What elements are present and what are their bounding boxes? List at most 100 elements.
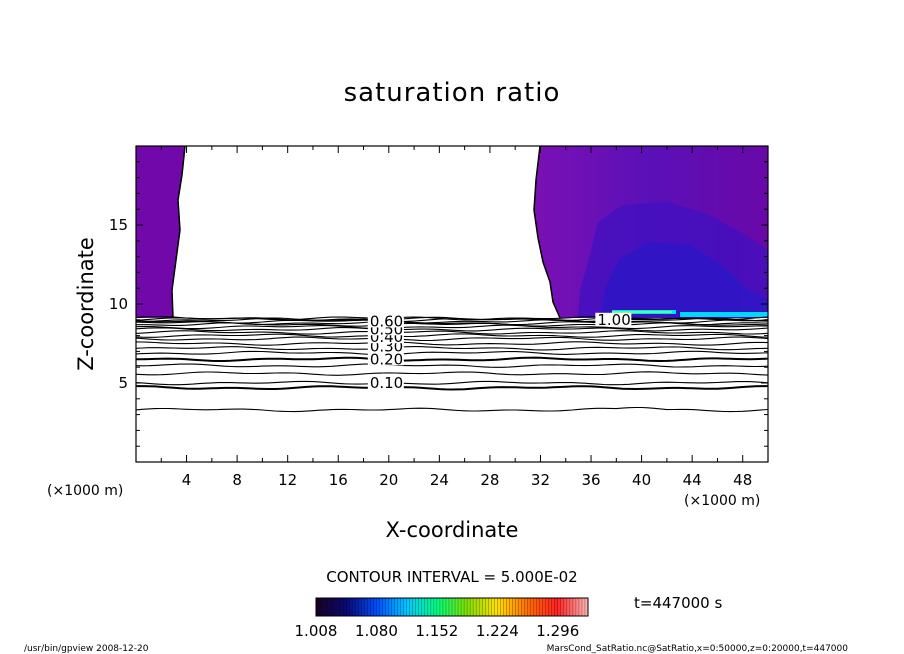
colorbar-cell — [515, 598, 519, 616]
colorbar-tick-label: 1.152 — [415, 622, 458, 640]
contour-label-bg — [595, 312, 632, 326]
colorbar-cell — [503, 598, 507, 616]
contour-line — [136, 346, 768, 351]
colorbar-cell — [424, 598, 429, 616]
colorbar-cell — [548, 598, 553, 616]
contour-label: 0.20 — [370, 350, 403, 368]
y-tick-label: 10 — [109, 295, 128, 313]
colorbar-cell — [352, 598, 356, 616]
colorbar-cell — [458, 598, 462, 616]
colorbar-cell — [349, 598, 353, 616]
footer-right: MarsCond_SatRatio.nc@SatRatio,x=0:50000,… — [547, 644, 849, 654]
colorbar-cell — [346, 598, 350, 616]
contour-line — [136, 350, 768, 356]
colorbar-cell — [358, 598, 362, 616]
y-tick-label: 5 — [118, 374, 128, 392]
colorbar-cell — [527, 598, 531, 616]
y-axis: 5 10 15 — [109, 161, 768, 447]
x-tick-label: 28 — [480, 471, 499, 489]
colorbar-cell — [382, 598, 386, 616]
colorbar-cell — [485, 598, 489, 616]
contour-label: 0.10 — [370, 374, 403, 392]
x-tick-label: 48 — [733, 471, 752, 489]
colorbar-cell — [322, 598, 326, 616]
colorbar-cell — [409, 598, 414, 616]
colorbar-cell — [572, 598, 577, 616]
colorbar-cell — [521, 598, 525, 616]
colorbar-tick-label: 1.008 — [295, 622, 338, 640]
contour-line — [136, 324, 768, 330]
contour-line — [136, 363, 768, 368]
colorbar-cell — [491, 598, 495, 616]
colorbar-cell — [394, 598, 398, 616]
colorbar-cell — [581, 598, 586, 616]
contour-line — [136, 356, 768, 363]
colorbar-cell — [388, 598, 392, 616]
chart-title: saturation ratio — [344, 78, 561, 108]
colorbar-cell — [370, 598, 374, 616]
colorbar-cell — [421, 598, 426, 616]
colorbar-cell — [418, 598, 423, 616]
colorbar-cell — [569, 598, 574, 616]
contour-labels: 0.100.200.300.400.500.60 1.00 — [367, 311, 632, 392]
contour-label: 0.60 — [370, 312, 403, 330]
colorbar-cell — [355, 598, 359, 616]
colorbar-cell — [328, 598, 332, 616]
contour-line — [136, 385, 768, 391]
colorbar-cell — [415, 598, 420, 616]
colorbar-cell — [433, 598, 438, 616]
colorbar-cell — [467, 598, 471, 616]
colorbar-cell — [379, 598, 383, 616]
colorbar-cell — [331, 598, 335, 616]
contour-label-bg — [367, 352, 404, 366]
colorbar-cell — [367, 598, 371, 616]
colorbar-cell — [376, 598, 380, 616]
colorbar-cell — [436, 598, 441, 616]
colorbar-cell — [397, 598, 401, 616]
colorbar-cell — [506, 598, 510, 616]
colorbar-cell — [430, 598, 435, 616]
contour-line — [136, 406, 768, 413]
colorbar-tick-label: 1.080 — [355, 622, 398, 640]
x-tick-label: 20 — [379, 471, 398, 489]
colorbar-cell — [488, 598, 492, 616]
colorbar-cell — [509, 598, 513, 616]
colorbar-cell — [542, 598, 546, 616]
x-tick-label: 12 — [278, 471, 297, 489]
colorbar-tick-label: 1.224 — [476, 622, 519, 640]
contour-line — [136, 380, 768, 386]
y-axis-title: Z-coordinate — [74, 237, 98, 371]
x-tick-label: 4 — [182, 471, 192, 489]
colorbar-cell — [373, 598, 377, 616]
colorbar-cell — [343, 598, 347, 616]
x-axis-title: X-coordinate — [386, 518, 519, 542]
colorbar-cell — [385, 598, 389, 616]
colorbar-cell — [512, 598, 516, 616]
colorbar-cell — [578, 598, 583, 616]
plot-area — [136, 146, 768, 413]
left-fill-region — [136, 146, 185, 318]
x-tick-label: 40 — [632, 471, 651, 489]
colorbar-cell — [391, 598, 395, 616]
x-unit-label: (×1000 m) — [684, 493, 760, 509]
colorbar-frame — [315, 597, 589, 617]
x-tick-label: 16 — [329, 471, 348, 489]
contour-line — [136, 333, 768, 338]
contour-line — [136, 330, 768, 335]
contour-line — [136, 317, 768, 322]
colorbar-tick-label: 1.296 — [536, 622, 579, 640]
contour-lines — [136, 315, 768, 413]
contour-line — [136, 371, 768, 376]
colorbar-cell — [530, 598, 534, 616]
colorbar-cell — [364, 598, 368, 616]
colorbar-cell — [473, 598, 477, 616]
x-tick-label: 36 — [581, 471, 600, 489]
x-axis: 4 8 12 16 20 24 28 32 36 40 44 48 — [160, 146, 752, 489]
colorbar-cell — [325, 598, 329, 616]
colorbar-cell — [400, 598, 404, 616]
colorbar: 1.008 1.080 1.152 1.224 1.296 — [295, 597, 589, 640]
contour-interval-text: CONTOUR INTERVAL = 5.000E-02 — [326, 568, 577, 586]
colorbar-cell — [403, 598, 407, 616]
colorbar-cell — [533, 598, 537, 616]
